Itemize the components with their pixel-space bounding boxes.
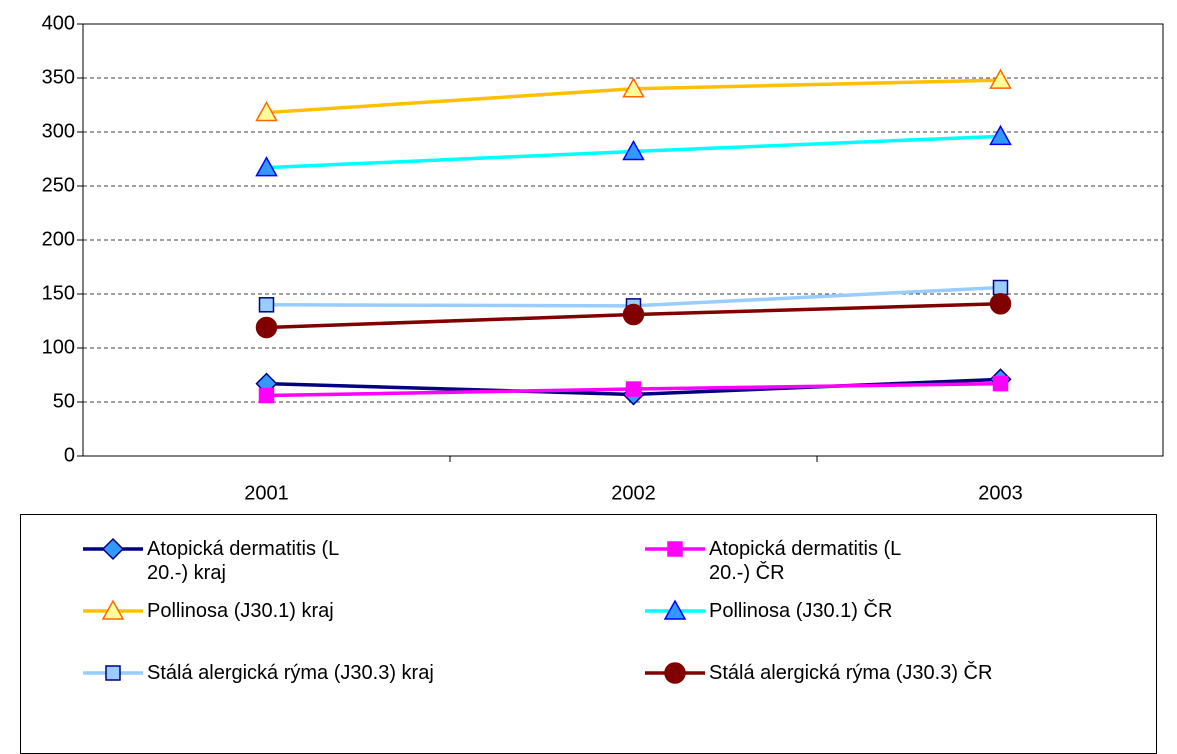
marker: [663, 599, 687, 620]
y-tick-label: 250: [42, 174, 75, 196]
marker: [258, 297, 275, 313]
y-tick-label: 350: [42, 66, 75, 88]
legend-symbol: [83, 665, 143, 681]
legend-item: Pollinosa (J30.1) ČR: [645, 599, 909, 623]
marker: [992, 279, 1009, 296]
legend-symbol: [645, 599, 705, 620]
marker: [255, 156, 278, 177]
legend-item: Atopická dermatitis (L 20.-) ČR: [645, 537, 909, 585]
plot-frame: [82, 23, 1164, 457]
y-tick-label: 300: [42, 120, 75, 142]
marker: [255, 101, 278, 122]
chart: 0 50 100 150 200 250 300 350 400 2001 2002 2003: [42, 12, 1164, 504]
legend-item: Pollinosa (J30.1) kraj: [83, 599, 347, 623]
marker: [101, 599, 125, 620]
marker: [105, 665, 121, 681]
x-tick-label: 2001: [244, 482, 289, 504]
legend-symbol: [83, 599, 143, 620]
marker: [989, 292, 1012, 315]
marker: [101, 537, 125, 561]
marker: [622, 77, 645, 98]
marker: [992, 375, 1009, 392]
y-tick-label: 400: [42, 12, 75, 34]
marker: [664, 662, 686, 684]
legend-item: Atopická dermatitis (L 20.-) kraj: [83, 537, 347, 585]
y-tick-label: 100: [42, 336, 75, 358]
marker: [622, 303, 645, 326]
legend-label: Atopická dermatitis (L 20.-) kraj: [147, 538, 339, 584]
y-tick-label: 50: [53, 390, 75, 412]
legend-label: Atopická dermatitis (L 20.-) ČR: [709, 538, 901, 584]
marker: [625, 381, 642, 397]
y-tick-label: 200: [42, 228, 75, 250]
y-tick-label: 150: [42, 282, 75, 304]
marker: [667, 541, 683, 557]
legend-label: Pollinosa (J30.1) kraj: [147, 600, 334, 622]
legend-label: Stálá alergická rýma (J30.3) kraj: [147, 662, 434, 684]
legend-symbol: [645, 541, 705, 557]
legend: Atopická dermatitis (L 20.-) kraj Atopick…: [20, 514, 1157, 754]
legend-item: Stálá alergická rýma (J30.3) ČR: [645, 661, 993, 685]
marker: [989, 68, 1012, 89]
legend-item: Stálá alergická rýma (J30.3) kraj: [83, 661, 434, 685]
marker: [255, 316, 278, 339]
marker: [989, 124, 1012, 146]
legend-label: Stálá alergická rýma (J30.3) ČR: [709, 662, 993, 684]
marker: [622, 139, 645, 161]
x-tick-label: 2002: [611, 482, 656, 504]
y-tick-label: 0: [64, 444, 75, 466]
marker: [258, 387, 275, 404]
legend-symbol: [83, 537, 143, 561]
legend-label: Pollinosa (J30.1) ČR: [709, 600, 893, 622]
page: {"chart_data": {"type": "line", "categor…: [20, 12, 1164, 754]
legend-symbol: [645, 662, 705, 684]
x-tick-label: 2003: [978, 482, 1023, 504]
